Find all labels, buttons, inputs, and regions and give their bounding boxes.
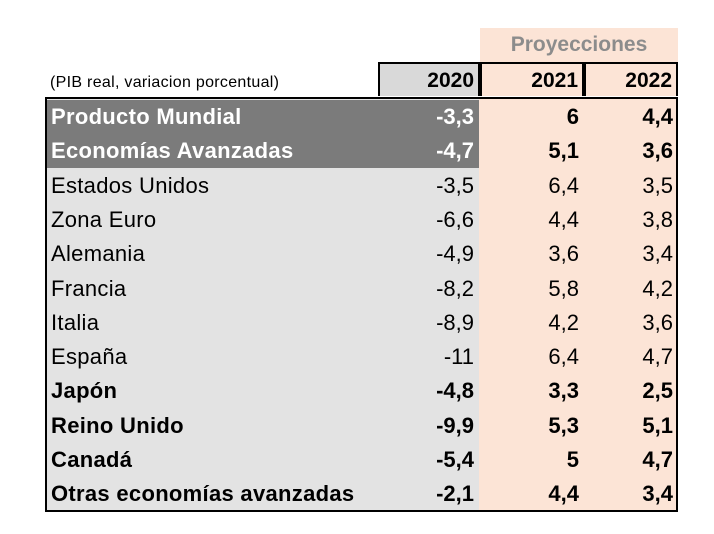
value-2021: 6 <box>566 104 579 129</box>
country-name: Francia <box>51 275 127 301</box>
year-header-2022: 2022 <box>584 62 678 96</box>
value-2022: 3,4 <box>642 241 673 267</box>
value-2020: -8,9 <box>436 309 474 335</box>
country-name: Japón <box>51 378 118 404</box>
value-2021: 3,6 <box>548 241 579 267</box>
value-2022: 4,7 <box>642 344 673 370</box>
value-2020: -4,9 <box>436 241 474 267</box>
value-2022: 4,4 <box>642 104 673 129</box>
value-2022: 3,4 <box>642 481 673 507</box>
country-name: Economías Avanzadas <box>47 134 479 169</box>
table-row: Francia -8,2 5,8 4,2 <box>47 272 675 306</box>
value-2022: 4,2 <box>642 275 673 301</box>
projections-label: Proyecciones <box>510 33 648 56</box>
value-2021: 4,2 <box>548 309 579 335</box>
value-2020: -11 <box>443 344 474 370</box>
table-row: Japón -4,8 3,3 2,5 <box>47 374 675 408</box>
value-2021: 4,4 <box>548 206 579 232</box>
value-2021: 6,4 <box>548 172 579 198</box>
table-row: Alemania -4,9 3,6 3,4 <box>47 237 675 271</box>
year-header-2021: 2021 <box>480 62 584 96</box>
country-name: Canadá <box>51 447 133 472</box>
table-row: Producto Mundial -3,3 6 4,4 <box>47 100 675 134</box>
table-row: España -11 6,4 4,7 <box>47 340 675 374</box>
value-2020: -4,7 <box>436 138 474 164</box>
value-2022: 3,6 <box>642 138 673 164</box>
table-row: Otras economías avanzadas -2,1 4,4 3,4 <box>47 477 675 510</box>
value-2020: -2,1 <box>436 481 474 507</box>
value-2020: -8,2 <box>436 275 474 301</box>
value-2020: -6,6 <box>436 206 474 232</box>
value-2021: 4,4 <box>548 481 579 507</box>
country-name: Alemania <box>51 241 146 267</box>
year-header-2020: 2020 <box>378 62 480 96</box>
value-2022: 3,8 <box>642 206 673 232</box>
value-2020: -3,5 <box>436 172 474 198</box>
value-2020: -3,3 <box>436 104 474 129</box>
value-2022: 5,1 <box>642 412 673 438</box>
value-2022: 3,6 <box>642 309 673 335</box>
country-name: Zona Euro <box>51 206 157 232</box>
gdp-table: Producto Mundial -3,3 6 4,4 Economías Avanza… <box>45 97 678 512</box>
projections-band <box>480 28 678 62</box>
value-2020: -5,4 <box>436 447 474 472</box>
value-2020: -4,8 <box>436 378 474 404</box>
country-name: Otras economías avanzadas <box>51 481 355 507</box>
value-2022: 4,7 <box>642 447 673 472</box>
table-row: Estados Unidos -3,5 6,4 3,5 <box>47 169 675 203</box>
table-row: Reino Unido -9,9 5,3 5,1 <box>47 409 675 443</box>
value-2021: 6,4 <box>548 344 579 370</box>
table-row: Italia -8,9 4,2 3,6 <box>47 306 675 340</box>
value-2021: 5,1 <box>548 138 579 164</box>
unit-label: (PIB real, variacion porcentual) <box>50 74 280 91</box>
table-row: Canadá -5,4 5 4,7 <box>47 443 675 477</box>
value-2022: 3,5 <box>642 172 673 198</box>
country-name: Estados Unidos <box>51 172 210 198</box>
projection-column-bg <box>479 99 676 510</box>
value-2021: 5,8 <box>548 275 579 301</box>
value-2021: 5 <box>566 447 579 472</box>
country-name: Italia <box>51 309 100 335</box>
country-name: Reino Unido <box>51 412 184 438</box>
value-2022: 2,5 <box>642 378 673 404</box>
country-name: Producto Mundial <box>47 100 479 134</box>
table-row: Economías Avanzadas -4,7 5,1 3,6 <box>47 134 675 169</box>
table-row: Zona Euro -6,6 4,4 3,8 <box>47 203 675 237</box>
value-2021: 3,3 <box>548 378 579 404</box>
value-2020: -9,9 <box>436 412 474 438</box>
country-name: España <box>51 344 128 370</box>
value-2021: 5,3 <box>548 412 579 438</box>
